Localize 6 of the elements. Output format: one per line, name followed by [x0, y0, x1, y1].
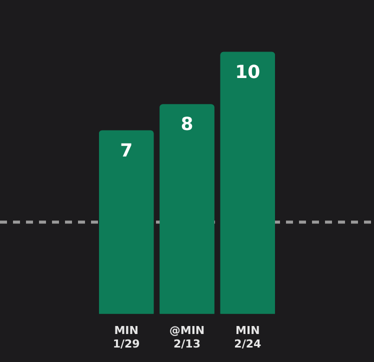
x-tick-label: MIN 2/24 — [234, 324, 262, 350]
data-label: 10 — [235, 62, 260, 83]
x-tick-label: MIN 1/29 — [112, 324, 140, 350]
x-tick-label: @MIN 2/13 — [169, 324, 205, 350]
data-label: 7 — [120, 140, 133, 162]
data-label: 8 — [180, 114, 194, 136]
